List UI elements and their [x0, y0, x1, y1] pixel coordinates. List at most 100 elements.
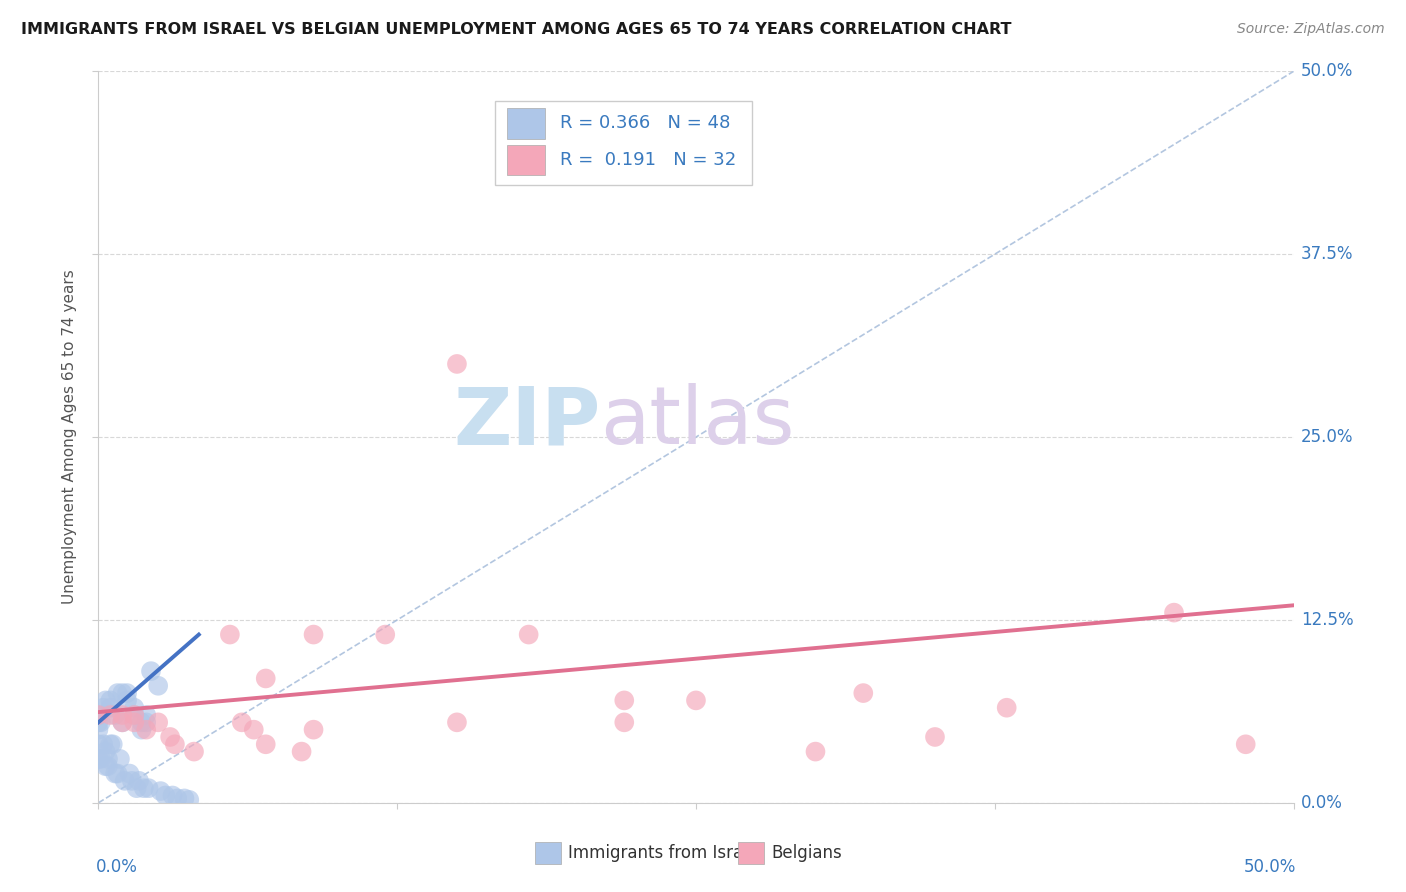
Point [87, 708, 110, 723]
Text: 50.0%: 50.0% [1243, 858, 1296, 876]
Point [148, 715, 170, 730]
Point [111, 715, 134, 730]
Point [804, 745, 827, 759]
Point [613, 693, 636, 707]
Point [98, 708, 122, 723]
Point [135, 715, 157, 730]
Text: 0.0%: 0.0% [96, 858, 138, 876]
Point [685, 693, 707, 707]
Point [98, 693, 122, 707]
Y-axis label: Unemployment Among Ages 65 to 74 years: Unemployment Among Ages 65 to 74 years [62, 269, 77, 605]
Point [111, 686, 134, 700]
Text: 12.5%: 12.5% [1301, 611, 1354, 629]
Text: ZIP: ZIP [453, 384, 600, 461]
Point [97, 752, 120, 766]
Point [159, 730, 181, 744]
Point [139, 664, 162, 678]
Point [135, 708, 157, 723]
Point [1163, 606, 1185, 620]
Point [101, 737, 124, 751]
Point [243, 723, 266, 737]
Point [87, 715, 110, 730]
FancyBboxPatch shape [534, 841, 561, 863]
Point [91, 700, 114, 714]
Text: R =  0.191   N = 32: R = 0.191 N = 32 [560, 151, 735, 169]
Point [179, 793, 201, 807]
Point [111, 708, 134, 723]
Point [613, 715, 636, 730]
Point [87, 723, 110, 737]
Point [302, 627, 325, 641]
Point [924, 730, 946, 744]
Text: Belgians: Belgians [772, 844, 842, 862]
Point [446, 715, 468, 730]
Point [107, 766, 129, 780]
Point [517, 627, 540, 641]
FancyBboxPatch shape [508, 145, 546, 175]
Point [131, 723, 153, 737]
Point [183, 745, 205, 759]
Point [94, 745, 117, 759]
Text: 25.0%: 25.0% [1301, 428, 1353, 446]
Point [166, 791, 188, 805]
Point [121, 773, 143, 788]
Text: 0.0%: 0.0% [1301, 794, 1343, 812]
FancyBboxPatch shape [495, 101, 752, 185]
Point [446, 357, 468, 371]
Text: IMMIGRANTS FROM ISRAEL VS BELGIAN UNEMPLOYMENT AMONG AGES 65 TO 74 YEARS CORRELA: IMMIGRANTS FROM ISRAEL VS BELGIAN UNEMPL… [21, 22, 1011, 37]
Point [374, 627, 396, 641]
Text: Source: ZipAtlas.com: Source: ZipAtlas.com [1237, 22, 1385, 37]
Text: Immigrants from Israel: Immigrants from Israel [568, 844, 758, 862]
Point [111, 715, 134, 730]
Point [1234, 737, 1257, 751]
Point [148, 679, 170, 693]
Point [132, 781, 155, 796]
Point [118, 766, 141, 780]
Point [97, 759, 120, 773]
Point [107, 686, 129, 700]
Text: 50.0%: 50.0% [1301, 62, 1353, 80]
Point [135, 723, 157, 737]
Point [115, 693, 138, 707]
Point [852, 686, 875, 700]
Point [124, 715, 146, 730]
Point [254, 672, 277, 686]
Point [173, 791, 195, 805]
Point [108, 752, 131, 766]
Point [98, 737, 122, 751]
Point [163, 737, 186, 751]
Point [94, 693, 117, 707]
Point [124, 708, 146, 723]
Point [115, 686, 138, 700]
Point [231, 715, 253, 730]
Point [91, 737, 114, 751]
Point [90, 752, 112, 766]
Point [104, 708, 127, 723]
Point [98, 700, 122, 714]
Point [138, 781, 160, 796]
Text: R = 0.366   N = 48: R = 0.366 N = 48 [560, 114, 730, 132]
Point [155, 789, 177, 803]
Text: atlas: atlas [600, 384, 794, 461]
Point [162, 789, 184, 803]
Point [302, 723, 325, 737]
Point [131, 715, 153, 730]
Point [124, 700, 146, 714]
Point [104, 766, 127, 780]
Point [291, 745, 314, 759]
Point [219, 627, 242, 641]
Point [254, 737, 277, 751]
FancyBboxPatch shape [508, 108, 546, 138]
Point [128, 773, 150, 788]
Point [124, 708, 146, 723]
Point [114, 773, 136, 788]
Text: 37.5%: 37.5% [1301, 245, 1353, 263]
FancyBboxPatch shape [738, 841, 763, 863]
Point [94, 759, 117, 773]
Point [149, 784, 172, 798]
Point [87, 752, 110, 766]
Point [87, 737, 110, 751]
Point [125, 781, 148, 796]
Point [995, 700, 1018, 714]
Point [87, 708, 110, 723]
